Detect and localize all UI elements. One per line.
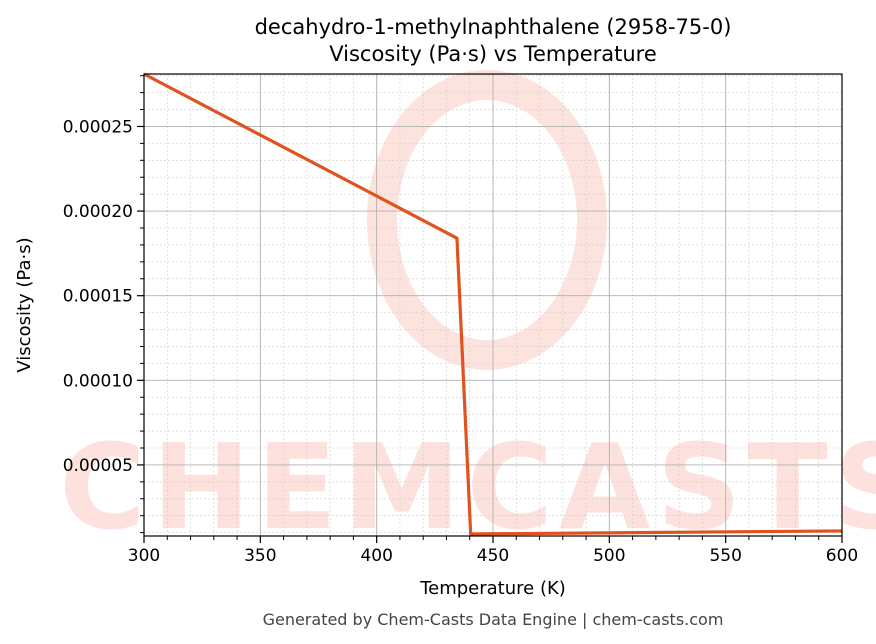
x-tick-label: 300 xyxy=(128,546,160,566)
chart-subtitle: Viscosity (Pa·s) vs Temperature xyxy=(329,42,657,66)
y-tick-label: 0.00010 xyxy=(63,371,133,391)
x-tick-label: 400 xyxy=(360,546,392,566)
x-tick-label: 450 xyxy=(477,546,509,566)
y-tick-label: 0.00020 xyxy=(63,202,133,222)
y-tick-label: 0.00005 xyxy=(63,456,133,476)
x-tick-label: 350 xyxy=(244,546,276,566)
chart-title: decahydro-1-methylnaphthalene (2958-75-0… xyxy=(255,15,732,39)
x-tick-label: 600 xyxy=(826,546,858,566)
footer-credit: Generated by Chem-Casts Data Engine | ch… xyxy=(263,610,724,629)
y-axis-label: Viscosity (Pa·s) xyxy=(14,237,35,372)
y-tick-label: 0.00015 xyxy=(63,287,133,307)
x-tick-label: 550 xyxy=(709,546,741,566)
plot-frame xyxy=(143,73,843,537)
x-axis-label: Temperature (K) xyxy=(419,578,566,599)
y-tick-label: 0.00025 xyxy=(63,117,133,137)
x-tick-label: 500 xyxy=(593,546,625,566)
viscosity-series-line xyxy=(143,72,843,536)
